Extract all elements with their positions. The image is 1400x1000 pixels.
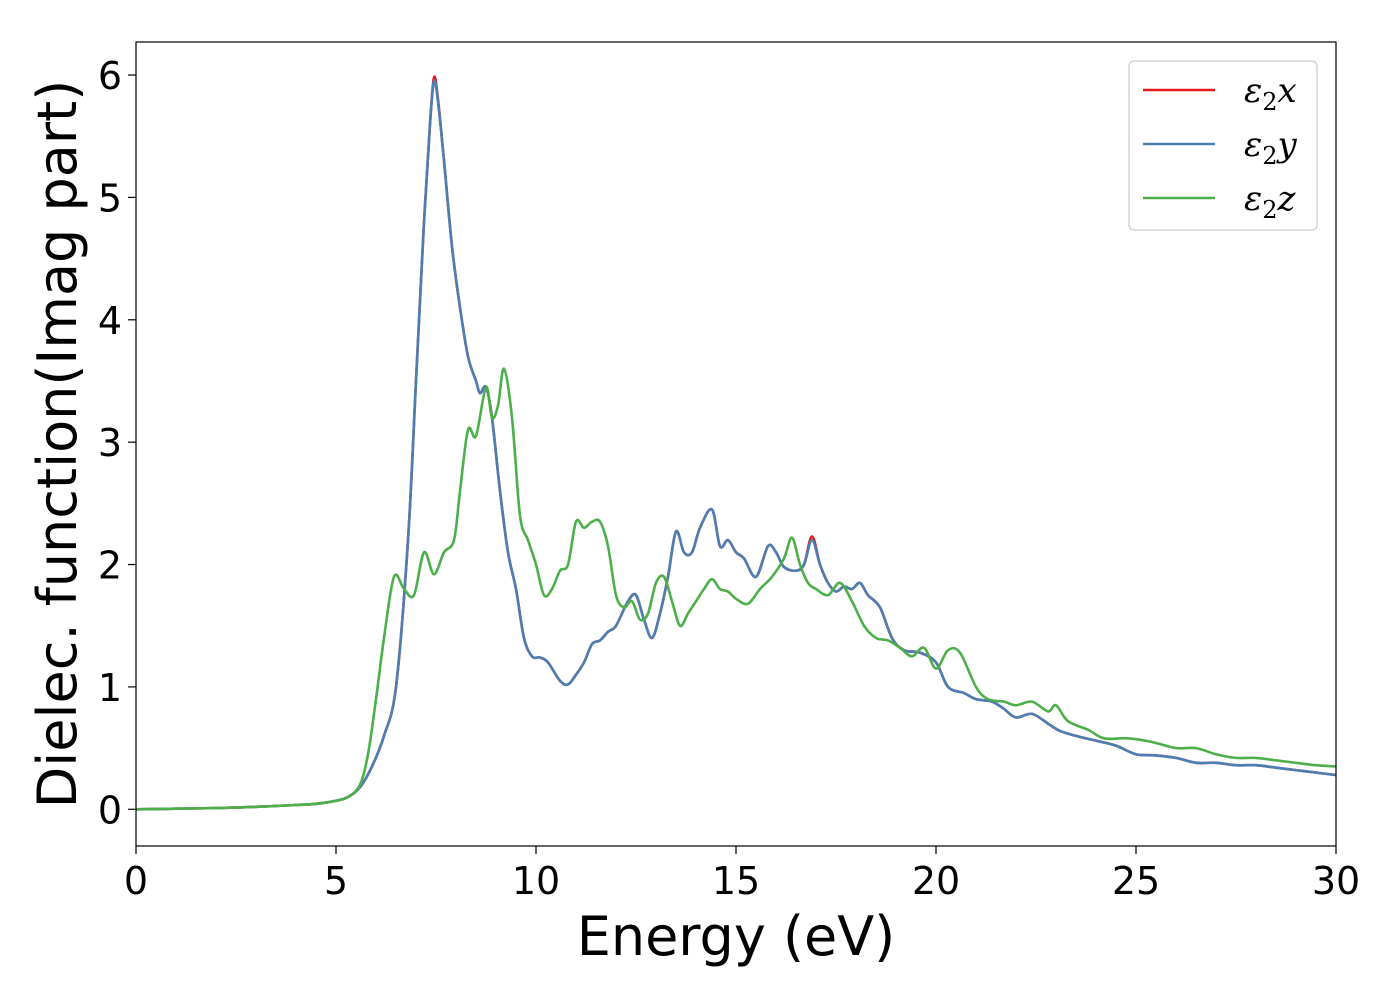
y-tick-label: 0 (98, 788, 122, 832)
x-tick-label: 20 (912, 859, 960, 903)
x-axis-ticks: 0 5 10 15 20 25 30 (124, 846, 1360, 903)
x-tick-label: 25 (1112, 859, 1160, 903)
legend-label-z: ε2z (1244, 179, 1297, 224)
x-tick-label: 15 (712, 859, 760, 903)
y-axis-label: Dielec. function(Imag part) (26, 80, 89, 809)
series-layer (136, 75, 1336, 811)
legend-label-y: ε2y (1244, 125, 1298, 170)
y-tick-label: 1 (98, 666, 122, 710)
x-tick-label: 10 (512, 859, 560, 903)
x-tick-label: 30 (1312, 859, 1360, 903)
y-tick-label: 2 (98, 544, 122, 588)
legend-box (1128, 60, 1318, 231)
y-tick-label: 5 (98, 176, 122, 220)
y-tick-label: 3 (98, 421, 122, 465)
x-tick-label: 5 (324, 859, 348, 903)
legend: ε2x ε2y ε2z (1128, 60, 1318, 231)
series-line-z (136, 367, 1336, 811)
legend-label-x: ε2x (1244, 71, 1297, 116)
y-tick-label: 4 (98, 299, 122, 343)
y-axis-ticks: 0 1 2 3 4 5 6 (98, 54, 136, 832)
series-line-y (136, 79, 1336, 811)
y-tick-label: 6 (98, 54, 122, 98)
x-tick-label: 0 (124, 859, 148, 903)
x-axis-label: Energy (eV) (577, 905, 896, 968)
